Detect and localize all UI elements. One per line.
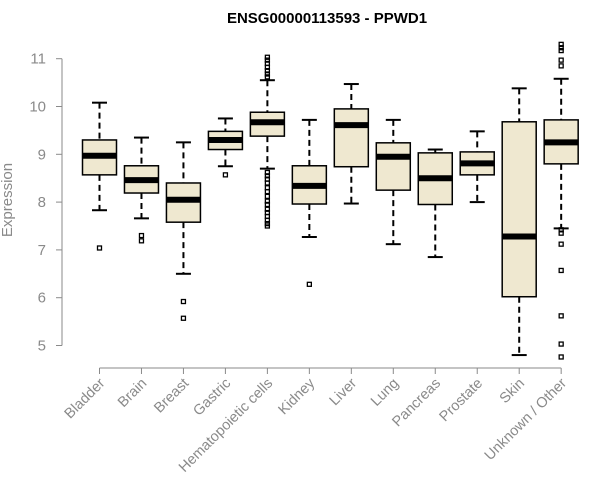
outlier-point [180,315,187,321]
outlier-point [558,354,564,360]
box-lung [375,118,412,246]
outlier-point [96,245,103,251]
y-tick-label: 10 [29,99,46,116]
x-tick-label: Liver [327,375,361,409]
outlier-point [558,63,564,69]
y-tick-label: 6 [38,290,46,307]
box-series [81,41,579,360]
box-breast [165,141,202,321]
outlier-point [558,57,564,63]
outlier-point [558,313,564,319]
box-prostate [459,130,495,204]
outlier-point [264,173,271,179]
iqr-box [375,142,412,191]
box-pancreas [417,148,454,259]
outlier-point [558,341,564,347]
chart-title: ENSG00000113593 - PPWD1 [227,10,427,27]
y-axis-label: Expression [0,163,16,237]
outlier-point [558,41,564,48]
outlier-point [264,60,271,67]
outlier-point [264,57,271,63]
box-hematopoietic-cells [249,54,286,229]
y-tick-label: 7 [38,242,46,259]
outlier-point [264,180,271,186]
x-tick-label: Skin [497,376,528,407]
outlier-point [264,169,271,176]
outlier-point [558,267,564,274]
y-tick-label: 5 [38,338,46,355]
y-tick-label: 8 [38,194,46,211]
x-tick-label: Kidney [276,375,319,418]
box-unknown-other [543,41,579,360]
outlier-point [264,74,271,80]
y-tick-label: 9 [38,146,46,163]
box-skin [501,87,537,357]
outlier-point [138,238,145,244]
iqr-box [501,121,537,298]
outlier-point [264,193,271,200]
x-tick-label: Breast [151,376,192,417]
outlier-point [264,201,271,208]
outlier-point [264,198,271,204]
outlier-point [264,71,271,77]
outlier-point [558,230,564,236]
x-tick-label: Prostate [437,376,486,425]
x-tick-label: Lung [368,376,402,410]
outlier-point [264,217,271,223]
outlier-point [558,47,564,54]
box-liver [333,83,370,205]
x-tick-label: Bladder [62,375,109,422]
iqr-box [333,108,370,168]
outlier-point [264,54,271,60]
y-axis: 5 6 7 8 9 10 11 [29,51,63,355]
outlier-point [138,232,145,239]
x-tick-label: Brain [115,376,150,411]
box-brain [123,136,160,244]
y-tick-label: 11 [30,51,46,68]
outlier-point [264,68,271,74]
outlier-point [558,227,564,233]
outlier-point [222,172,229,178]
outlier-point [558,45,564,51]
outlier-point [306,281,313,287]
box-bladder [81,101,118,251]
box-gastric [207,117,244,178]
outlier-point [264,188,271,195]
box-kidney [291,118,328,287]
outlier-point [180,298,187,305]
outlier-point [264,206,271,212]
outlier-point [264,223,271,229]
outlier-point [558,241,564,247]
